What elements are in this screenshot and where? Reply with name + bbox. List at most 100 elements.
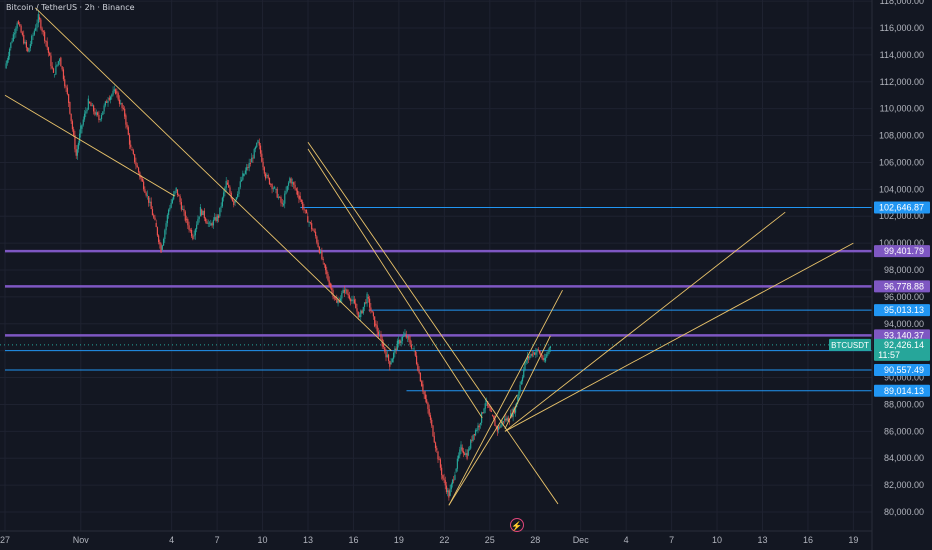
candle-body (49, 52, 51, 56)
candle-body (58, 59, 61, 62)
trendline (4, 94, 175, 197)
candle-body (483, 408, 485, 414)
candle-body (192, 236, 194, 240)
candle-body (93, 105, 95, 112)
trendline (448, 394, 518, 506)
price-tick-label: 82,000.00 (884, 480, 924, 490)
price-tick-label: 102,000.00 (879, 211, 924, 221)
candle-body (5, 63, 7, 69)
candle-body (17, 21, 20, 24)
candle-body (363, 302, 366, 307)
time-tick-label: Dec (573, 535, 590, 545)
candle-body (370, 307, 372, 311)
candle-body (254, 147, 257, 150)
level-price-tag-bg (874, 364, 930, 377)
candle-body (427, 402, 429, 410)
lightning-icon[interactable]: ⚡ (510, 518, 524, 532)
horizontal-levels (0, 207, 872, 392)
trendline (504, 242, 854, 432)
candle-body (230, 192, 232, 199)
candle-body (164, 230, 166, 239)
candle-body (415, 355, 418, 365)
candle-body (400, 340, 402, 344)
candle-body (488, 405, 490, 408)
candle-body (165, 223, 167, 231)
candle-body (320, 251, 322, 254)
candle-body (125, 115, 127, 125)
price-tick-label: 116,000.00 (880, 23, 924, 33)
candle-body (505, 418, 507, 421)
candle-body (358, 315, 361, 318)
candle-body (392, 352, 395, 359)
candle-body (263, 167, 265, 174)
candle-body (433, 436, 435, 443)
candle-body (535, 352, 537, 355)
time-tick-label: 13 (757, 535, 767, 545)
current-price-countdown: 11:57 (878, 350, 900, 360)
candle-body (527, 356, 530, 359)
candle-body (434, 442, 437, 449)
candle-body (317, 242, 319, 247)
candle-body (231, 198, 234, 202)
candle-body (334, 298, 337, 300)
candle-body (153, 215, 155, 218)
time-tick-label: 7 (215, 535, 220, 545)
price-axis[interactable]: 80,000.00 82,000.00 84,000.00 86,000.00 88,0… (871, 0, 924, 550)
candle-body (336, 299, 338, 303)
trendlines[interactable] (4, 7, 854, 506)
price-tick-label: 108,000.00 (879, 131, 924, 141)
candle-body (270, 184, 272, 185)
candle-body (235, 197, 237, 201)
price-tick-label: 110,000.00 (880, 104, 924, 114)
candle-body (333, 296, 335, 299)
candle-body (536, 349, 538, 353)
candle-body (507, 417, 509, 422)
candle-body (487, 401, 489, 406)
candle-body (489, 407, 491, 411)
candle-body (52, 68, 55, 73)
candle-body (102, 111, 104, 115)
candle-body (404, 332, 406, 336)
level-price-tag-bg (874, 245, 930, 258)
candle-body (548, 348, 550, 352)
candle-body (193, 235, 195, 237)
candle-body (386, 354, 388, 358)
candle-body (375, 323, 377, 326)
trendline (504, 335, 551, 429)
candle-body (518, 391, 520, 397)
candle-body (337, 300, 339, 304)
candle-body (21, 32, 24, 35)
candle-body (118, 99, 121, 104)
candle-body (494, 419, 496, 426)
candle-body (226, 182, 229, 185)
candle-body (471, 439, 473, 441)
candle-body (277, 196, 280, 198)
candle-body (258, 142, 260, 146)
candle-body (246, 167, 248, 171)
candle-body (126, 124, 128, 128)
candle-body (293, 182, 295, 185)
candle-body (529, 356, 531, 359)
candle-body (543, 358, 545, 360)
candle-body (98, 115, 100, 120)
candle-body (479, 422, 482, 425)
candle-body (414, 350, 416, 356)
candle-body (308, 222, 310, 223)
time-axis[interactable]: 27 Nov 4 7 10 13 16 19 22 25 28 Dec 4 7 10 13 16 19 (0, 530, 872, 545)
level-price-tag-bg (874, 329, 930, 342)
candle-body (456, 458, 458, 469)
candle-body (473, 434, 475, 436)
candle-body (75, 149, 77, 156)
candle-body (203, 210, 205, 219)
candle-body (169, 207, 171, 210)
time-tick-label: 4 (169, 535, 174, 545)
candle-body (70, 113, 72, 122)
candle-body (376, 325, 378, 332)
candle-body (27, 47, 29, 52)
candle-body (267, 175, 269, 178)
candle-body (540, 353, 542, 355)
candle-body (523, 369, 525, 378)
candle-body (491, 415, 494, 416)
symbol-tag: BTCUSDT (831, 341, 869, 350)
